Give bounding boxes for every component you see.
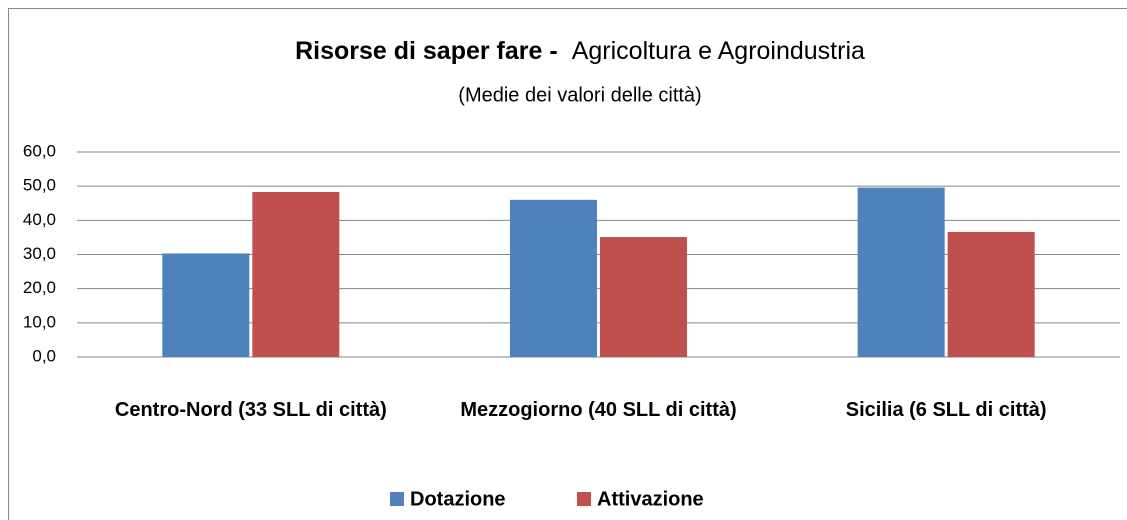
bar [252, 191, 340, 357]
y-tick-label: 30,0 [23, 244, 56, 263]
legend-label: Dotazione [410, 488, 506, 510]
bar [857, 187, 945, 357]
title-main: Risorse di saper fare - [295, 37, 558, 65]
bar [162, 253, 250, 357]
y-tick-label: 60,0 [23, 141, 56, 160]
legend-label: Attivazione [597, 488, 704, 510]
y-tick-label: 40,0 [23, 210, 56, 229]
bar [600, 237, 687, 357]
title-detail: Agricoltura e Agroindustria [572, 37, 865, 65]
x-tick-label: Centro-Nord (33 SLL di città) [114, 399, 387, 421]
y-tick-label: 10,0 [23, 312, 56, 331]
legend-swatch [577, 492, 591, 506]
x-tick-label: Sicilia (6 SLL di città) [845, 399, 1047, 421]
chart-subtitle: (Medie dei valori delle città) [458, 84, 701, 106]
chart-title: Risorse di saper fare - Agricoltura e Agr… [295, 37, 865, 65]
bar [510, 199, 597, 357]
y-tick-label: 20,0 [23, 278, 56, 297]
legend-swatch [390, 492, 404, 506]
bar [947, 231, 1035, 357]
y-tick-label: 0,0 [32, 346, 56, 365]
y-tick-label: 50,0 [23, 176, 56, 195]
x-tick-label: Mezzogiorno (40 SLL di città) [460, 399, 737, 421]
